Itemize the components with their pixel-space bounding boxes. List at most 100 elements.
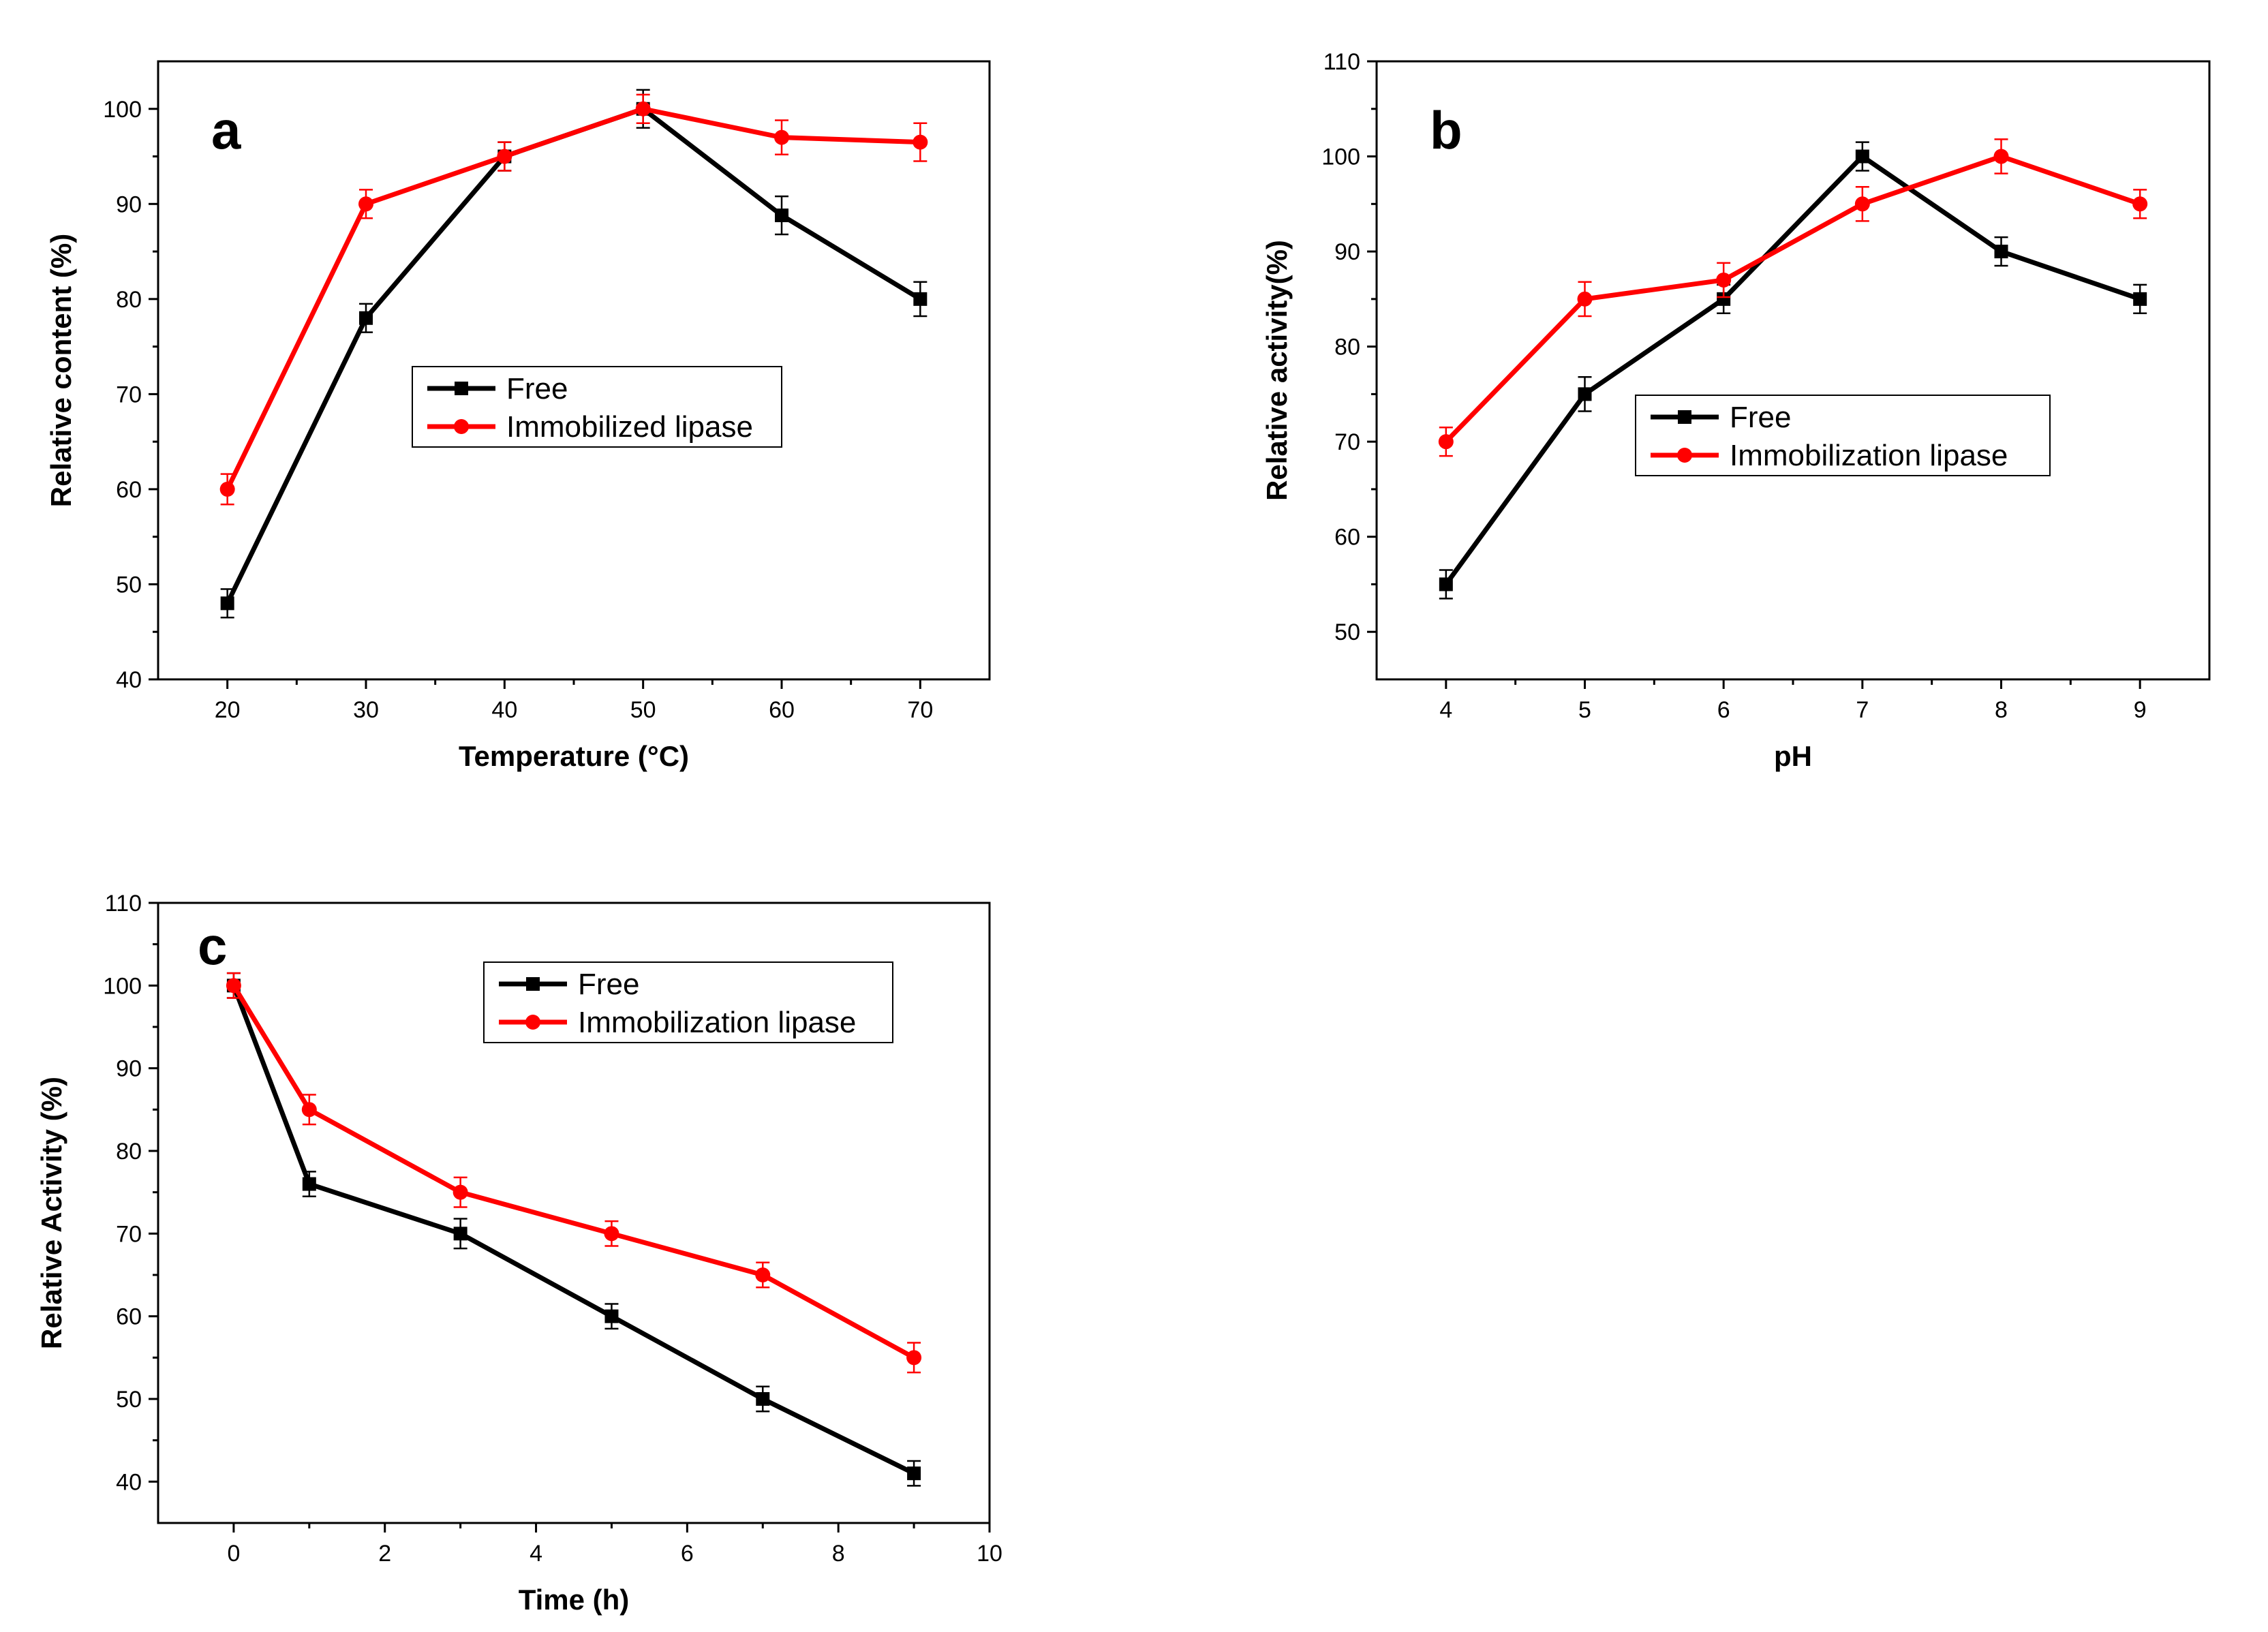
series-free: [220, 89, 928, 619]
legend-label: Immobilized lipase: [506, 410, 753, 444]
y-tick-label: 70: [116, 1221, 142, 1247]
chart-panel-b: 4 5 6 7 8 9 50 60 70 80 90 100 110 pH Relative activit…: [1261, 49, 2211, 772]
data-point: [1994, 245, 2008, 259]
y-tick-label: 70: [116, 382, 142, 407]
y-axis-title: Relative content (%): [45, 234, 77, 507]
y-tick-label: 100: [103, 973, 142, 999]
x-tick-label: 6: [681, 1541, 694, 1567]
y-tick-label: 70: [1334, 429, 1360, 455]
x-tick-label: 20: [215, 697, 241, 723]
y-tick-label: 110: [105, 891, 142, 917]
y-axis-title: Relative activity(%): [1261, 240, 1293, 501]
x-tick-label: 7: [1856, 697, 1869, 723]
legend-label: Immobilization lipase: [578, 1006, 856, 1039]
panel-label: c: [198, 916, 227, 976]
plot-frame: [1375, 60, 2211, 681]
data-point: [1717, 292, 1731, 306]
legend: Free Immobilization lipase: [1635, 395, 2051, 476]
x-tick-label: 10: [977, 1541, 1002, 1567]
data-point: [220, 596, 234, 611]
data-point: [756, 1392, 770, 1406]
series-line: [231, 985, 915, 1476]
data-point: [1438, 434, 1454, 450]
data-point: [635, 101, 651, 117]
x-axis-title: Temperature (°C): [459, 740, 689, 772]
y-tick-label: 50: [116, 572, 142, 598]
y-tick-label: 90: [1334, 239, 1360, 265]
y-tick-label: 80: [116, 1139, 142, 1165]
chart-panel-a: 20 30 40 50 60 70 40 50 60 70 80 90 100 Temperature (…: [45, 60, 991, 772]
data-point: [2133, 292, 2147, 306]
data-point: [1578, 387, 1592, 401]
series-line: [1444, 154, 2141, 444]
panel-label: b: [1430, 100, 1462, 160]
y-tick-label: 110: [1323, 49, 1360, 75]
legend-label: Free: [506, 372, 568, 405]
data-point: [906, 1350, 922, 1366]
y-tick-label: 60: [116, 477, 142, 503]
legend-marker: [455, 382, 468, 395]
legend-marker: [525, 1015, 540, 1030]
legend-box: [412, 366, 782, 448]
x-tick-label: 30: [353, 697, 379, 723]
x-tick-label: 70: [907, 697, 933, 723]
series-free: [226, 972, 921, 1487]
data-point: [219, 481, 235, 497]
legend-label: Free: [578, 968, 639, 1001]
x-tick-label: 2: [378, 1541, 391, 1567]
series-free: [1439, 141, 2147, 600]
series-immobilized: [1438, 138, 2148, 457]
data-point: [775, 209, 788, 223]
series-immobilized: [219, 93, 928, 506]
data-point: [301, 1102, 317, 1118]
legend-label: Immobilization lipase: [1730, 439, 2008, 472]
data-point: [453, 1184, 468, 1200]
y-tick-label: 90: [116, 191, 142, 217]
data-point: [1855, 149, 1869, 164]
chart-panel-c: 0 2 4 6 8 10 40 50 60 70 80 90 100 110 Time (h) Relativ…: [35, 891, 1002, 1616]
x-tick-label: 6: [1717, 697, 1730, 723]
data-point: [913, 134, 928, 150]
legend: Free Immobilized lipase: [412, 366, 782, 448]
x-tick-label: 5: [1578, 697, 1591, 723]
x-tick-label: 9: [2134, 697, 2147, 723]
data-point: [1854, 196, 1870, 212]
data-point: [774, 129, 789, 145]
data-point: [1439, 577, 1453, 591]
legend-marker: [454, 419, 469, 434]
x-tick-label: 50: [630, 697, 656, 723]
data-point: [1716, 272, 1732, 288]
x-tick-label: 40: [491, 697, 517, 723]
x-axis-title: pH: [1774, 740, 1812, 772]
data-point: [358, 196, 373, 212]
data-point: [359, 311, 373, 325]
y-tick-label: 80: [116, 287, 142, 313]
data-point: [497, 149, 512, 164]
data-point: [913, 292, 928, 306]
series-line: [225, 106, 921, 491]
series-line: [225, 106, 922, 604]
panel-label: a: [211, 100, 241, 160]
x-tick-label: 8: [1995, 697, 2008, 723]
data-point: [604, 1226, 619, 1242]
data-point: [1577, 291, 1593, 307]
y-tick-label: 50: [116, 1387, 142, 1413]
y-tick-label: 90: [116, 1056, 142, 1082]
x-tick-label: 8: [832, 1541, 845, 1567]
legend-marker: [1677, 448, 1692, 463]
data-point: [907, 1466, 921, 1481]
data-point: [604, 1309, 619, 1323]
legend: Free Immobilization lipase: [483, 961, 893, 1043]
y-tick-label: 40: [116, 667, 142, 693]
data-point: [226, 978, 241, 994]
y-tick-label: 100: [103, 97, 142, 123]
y-tick-label: 60: [116, 1304, 142, 1330]
y-axis-title: Relative Activity (%): [35, 1077, 67, 1349]
data-point: [2132, 196, 2148, 212]
legend-marker: [1678, 410, 1691, 424]
data-point: [453, 1227, 468, 1241]
x-tick-label: 60: [769, 697, 795, 723]
data-point: [1993, 149, 2009, 164]
legend-box: [1635, 395, 2051, 476]
